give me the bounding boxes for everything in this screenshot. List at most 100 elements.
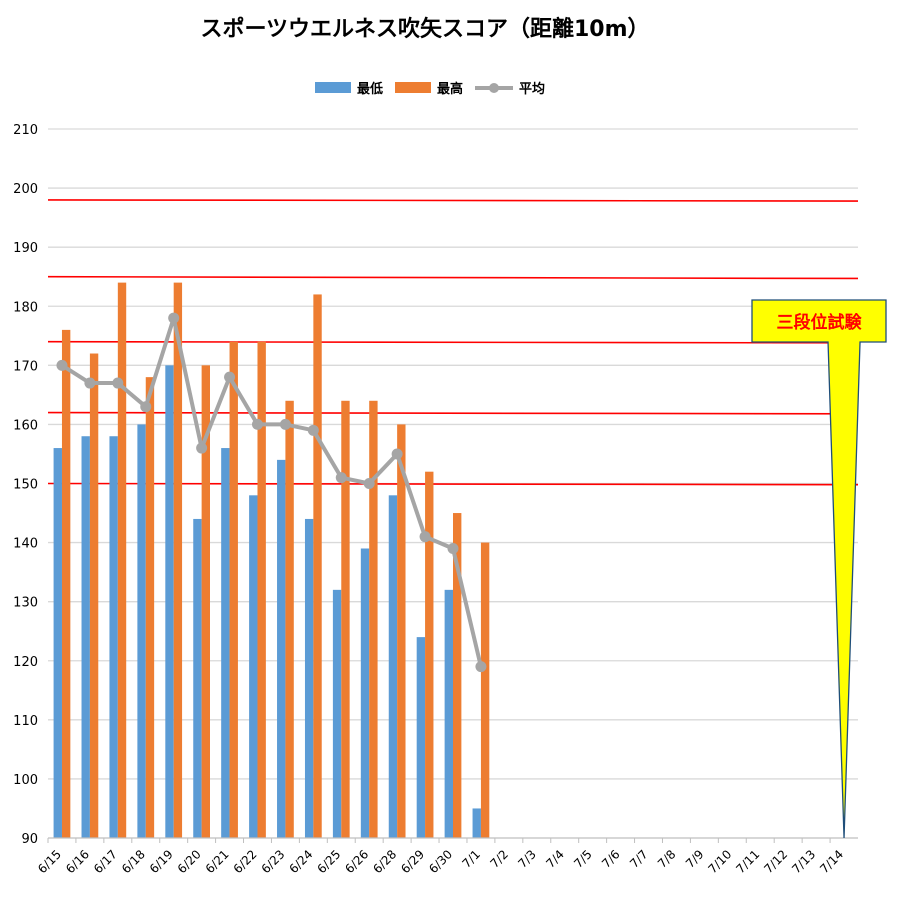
y-tick-label: 160 (13, 418, 38, 433)
bar-max-6/20 (201, 365, 210, 838)
legend: 最低 最高 平均 (315, 81, 545, 97)
bar-max-6/17 (117, 282, 127, 838)
legend-swatch-marker (489, 83, 499, 93)
bar-max-7/1 (480, 542, 490, 838)
callout-shape (751, 299, 887, 839)
x-tick-label: 6/17 (91, 847, 120, 876)
reference-line-162 (47, 411, 859, 415)
y-tick-label: 170 (13, 359, 38, 374)
average-point-6/29 (419, 531, 431, 543)
x-tick-label: 6/16 (63, 847, 92, 876)
average-point-6/26 (363, 478, 375, 489)
x-tick-label: 6/23 (259, 847, 288, 876)
x-tick-label: 6/30 (426, 847, 455, 876)
average-point-6/22 (251, 418, 263, 430)
bar-max-6/24 (313, 294, 322, 838)
x-tick-label: 7/13 (789, 847, 818, 876)
bar-min-6/20 (193, 518, 202, 838)
y-tick-label: 90 (21, 832, 38, 847)
bar-max-6/19 (173, 282, 183, 838)
average-line (56, 312, 487, 673)
x-tick-label: 6/20 (175, 847, 204, 876)
average-point-6/24 (307, 424, 319, 436)
average-point-6/19 (168, 312, 180, 324)
x-tick-label: 6/19 (147, 847, 176, 876)
bar-min-6/30 (444, 589, 453, 838)
bar-max-6/15 (61, 329, 71, 838)
bar-min-6/15 (53, 448, 62, 838)
bar-max-6/25 (341, 400, 350, 838)
bar-max-6/26 (369, 400, 378, 838)
legend-swatch-最高 (395, 82, 431, 93)
bars (53, 282, 490, 838)
x-tick-label: 7/4 (543, 847, 567, 871)
average-series-line (60, 316, 483, 668)
average-point-6/15 (56, 359, 68, 371)
x-tick-label: 6/26 (342, 847, 371, 876)
legend-label: 平均 (519, 81, 545, 97)
y-tick-label: 100 (13, 773, 38, 788)
bar-min-7/1 (472, 808, 481, 838)
average-point-6/17 (112, 377, 124, 389)
average-point-6/16 (84, 377, 96, 389)
legend-label: 最低 (357, 81, 383, 97)
x-tick-label: 6/24 (287, 847, 316, 876)
average-point-6/28 (391, 448, 403, 460)
bar-min-6/19 (165, 365, 174, 838)
bar-min-6/21 (221, 448, 230, 838)
reference-line-174 (47, 340, 859, 344)
reference-line-185 (47, 275, 859, 280)
bar-min-6/24 (304, 518, 314, 838)
x-tick-label: 6/15 (35, 847, 64, 876)
x-tick-label: 6/21 (203, 847, 232, 876)
x-tick-label: 6/25 (314, 847, 343, 876)
legend-swatch-最低 (315, 82, 351, 93)
x-tick-label: 6/18 (119, 847, 148, 876)
x-tick-label: 7/11 (733, 847, 762, 876)
x-tick-label: 7/5 (571, 847, 595, 871)
y-tick-label: 180 (13, 300, 38, 315)
average-point-6/21 (224, 371, 236, 383)
bar-min-6/28 (388, 495, 398, 838)
y-tick-label: 190 (13, 241, 38, 256)
average-point-6/23 (279, 418, 291, 430)
bar-min-6/23 (277, 459, 286, 838)
bar-max-6/22 (257, 341, 266, 838)
bar-min-6/16 (81, 436, 90, 838)
bar-max-6/23 (285, 400, 294, 838)
bar-max-6/29 (425, 471, 434, 838)
legend-label: 最高 (437, 81, 463, 97)
average-point-6/18 (140, 401, 152, 413)
y-tick-label: 140 (13, 537, 38, 552)
x-tick-label: 7/1 (459, 847, 483, 871)
average-point-6/20 (196, 442, 208, 454)
x-tick-label: 7/3 (515, 847, 539, 871)
x-tick-label: 6/28 (370, 847, 399, 876)
bar-min-6/17 (109, 436, 118, 838)
average-point-6/25 (335, 472, 347, 484)
bar-max-6/30 (453, 513, 462, 838)
y-tick-label: 210 (13, 123, 38, 138)
x-tick-label: 7/7 (627, 847, 651, 871)
average-point-7/1 (475, 661, 487, 673)
bar-min-6/26 (360, 548, 370, 838)
x-tick-label: 7/14 (817, 847, 846, 876)
bar-max-6/18 (145, 377, 155, 838)
bar-min-6/22 (249, 495, 258, 838)
bar-max-6/28 (397, 424, 406, 838)
x-tick-label: 7/9 (683, 847, 707, 871)
bar-max-6/21 (229, 341, 238, 838)
bar-min-6/29 (416, 637, 426, 838)
x-tick-label: 6/22 (231, 847, 260, 876)
reference-lines (47, 199, 859, 486)
bar-min-6/25 (332, 589, 342, 838)
reference-line-198 (47, 199, 859, 202)
x-tick-label: 7/2 (487, 847, 511, 871)
x-tick-label: 6/29 (398, 847, 427, 876)
y-tick-label: 110 (13, 714, 38, 729)
callout: 三段位試験 (751, 299, 887, 839)
x-tick-label: 7/6 (599, 847, 623, 871)
y-tick-label: 120 (13, 655, 38, 670)
x-tick-label: 7/10 (705, 847, 734, 876)
